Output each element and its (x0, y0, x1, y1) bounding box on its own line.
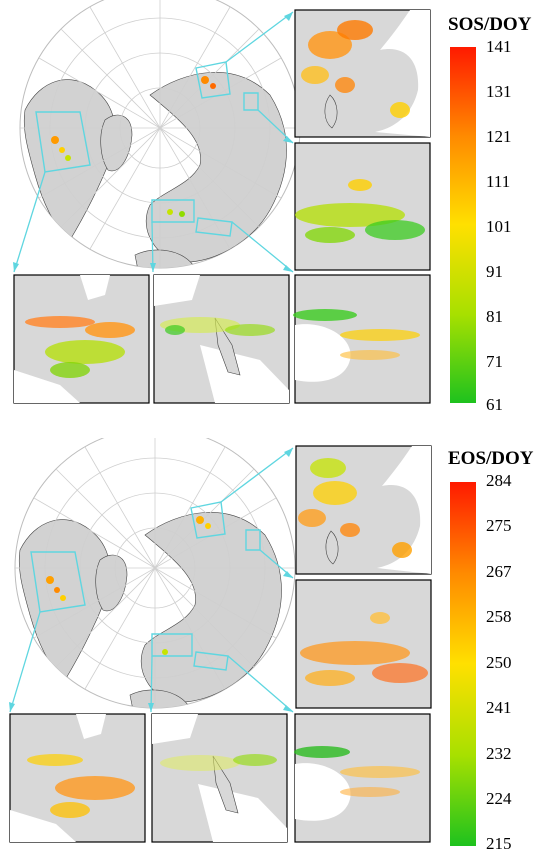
sos-frame-central-asia (195, 217, 233, 237)
sos-inset-central-asia (293, 274, 431, 404)
eos-tick: 250 (486, 653, 512, 672)
eos-inset-central (295, 579, 432, 709)
sos-tick: 131 (486, 82, 512, 101)
sos-polar-globe (19, 0, 301, 269)
sos-frame-europe (151, 199, 195, 223)
sos-legend-title: SOS/DOY (448, 14, 532, 35)
sos-tick: 91 (486, 262, 503, 281)
eos-frame-east-asia (190, 501, 226, 539)
sos-panel: SOS/DOY 141 131 121 111 101 91 81 71 61 (0, 0, 550, 420)
eos-tick: 258 (486, 607, 512, 626)
land-africa (134, 249, 196, 268)
eos-tick: 224 (486, 789, 512, 808)
eos-globe-phenology (46, 516, 211, 655)
eos-tick: 241 (486, 698, 512, 717)
sos-frame-north-america (35, 111, 91, 173)
eos-frame-europe (151, 633, 193, 657)
sos-tick: 101 (486, 217, 512, 236)
eos-inset-central-asia (294, 713, 431, 843)
land-greenland (100, 114, 133, 172)
sos-globe-phenology (51, 76, 216, 217)
sos-tick: 81 (486, 307, 503, 326)
sos-frame-east-asia (195, 61, 231, 99)
sos-tick: 111 (486, 172, 511, 191)
sos-tick: 141 (486, 37, 512, 56)
sos-inset-north-america (13, 274, 150, 404)
eos-panel: EOS/DOY 284 275 267 258 250 241 232 224 … (0, 438, 550, 861)
sos-tick: 61 (486, 395, 503, 414)
eos-tick: 215 (486, 834, 512, 853)
eos-inset-east-asia (295, 445, 432, 575)
eos-inset-north-america (9, 713, 146, 843)
sos-color-bar (450, 47, 476, 403)
land-africa (129, 689, 191, 708)
eos-tick: 232 (486, 744, 512, 763)
eos-polar-globe (14, 438, 296, 709)
eos-inset-europe (151, 713, 288, 843)
eos-frame-central-asia (193, 651, 229, 671)
eos-tick: 284 (486, 471, 512, 490)
land-greenland (95, 554, 128, 612)
eos-color-bar (450, 482, 476, 846)
sos-inset-central (294, 142, 431, 271)
eos-tick: 267 (486, 562, 512, 581)
eos-tick: 275 (486, 516, 512, 535)
eos-legend-title: EOS/DOY (448, 448, 534, 469)
sos-inset-east-asia (294, 9, 431, 138)
sos-tick: 71 (486, 352, 503, 371)
eos-map-figure (9, 438, 432, 843)
eos-frame-north-america (30, 551, 86, 613)
sos-inset-europe (153, 274, 290, 404)
sos-tick: 121 (486, 127, 512, 146)
sos-map-figure (13, 0, 431, 404)
